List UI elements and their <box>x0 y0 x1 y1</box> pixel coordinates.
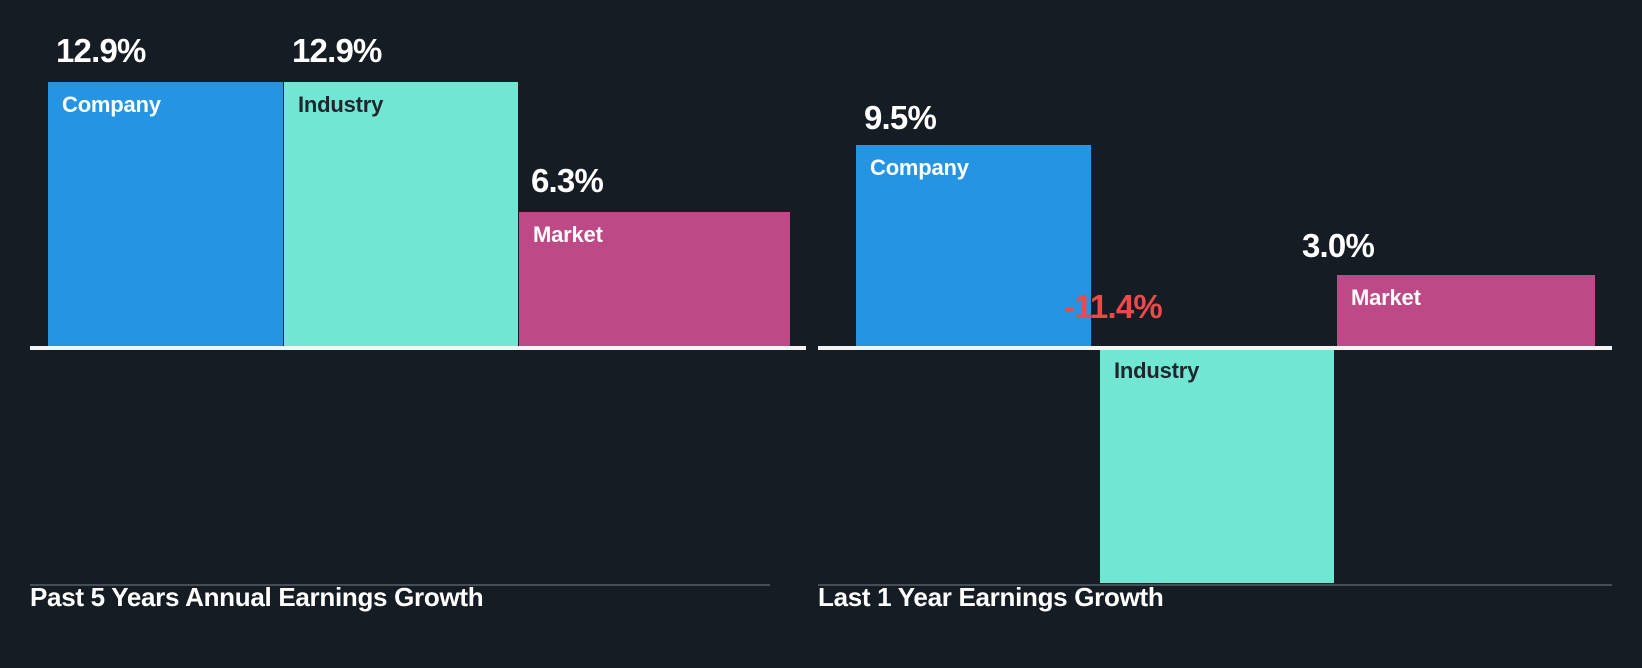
bar-label-company-past5: Company <box>62 92 161 117</box>
bar-company-past5[interactable]: Company <box>48 82 283 348</box>
panel-title-past-5-years: Past 5 Years Annual Earnings Growth <box>30 582 484 612</box>
panel-past-5-years: Company 12.9% Industry 12.9% Market 6.3%… <box>0 0 806 668</box>
value-label-market-last1: 3.0% <box>1302 227 1375 264</box>
plot-area-left: Company 12.9% Industry 12.9% Market 6.3%… <box>0 0 806 668</box>
bar-industry-last1[interactable]: Industry <box>1100 348 1334 583</box>
bar-market-past5[interactable]: Market <box>519 212 790 348</box>
value-label-company-last1: 9.5% <box>864 99 937 136</box>
panel-last-1-year: Company 9.5% Industry -11.4% Market 3.0%… <box>818 0 1642 668</box>
bar-label-market-past5: Market <box>533 222 603 247</box>
bar-market-last1[interactable]: Market <box>1337 275 1595 348</box>
footer-divider-right <box>818 584 1612 586</box>
zero-axis-line-right <box>818 346 1612 350</box>
bar-label-industry-past5: Industry <box>298 92 384 117</box>
plot-area-right: Company 9.5% Industry -11.4% Market 3.0%… <box>818 0 1642 668</box>
panel-title-last-1-year: Last 1 Year Earnings Growth <box>818 582 1164 612</box>
bar-label-company-last1: Company <box>870 155 969 180</box>
value-label-company-past5: 12.9% <box>56 32 146 69</box>
footer-divider-left <box>30 584 770 586</box>
bar-label-market-last1: Market <box>1351 285 1421 310</box>
bar-label-industry-last1: Industry <box>1114 358 1200 383</box>
value-label-industry-past5: 12.9% <box>292 32 382 69</box>
bar-industry-past5[interactable]: Industry <box>284 82 518 348</box>
bar-company-last1[interactable]: Company <box>856 145 1091 348</box>
value-label-industry-last1: -11.4% <box>1064 288 1163 325</box>
value-label-market-past5: 6.3% <box>531 162 604 199</box>
zero-axis-line-left <box>30 346 806 350</box>
